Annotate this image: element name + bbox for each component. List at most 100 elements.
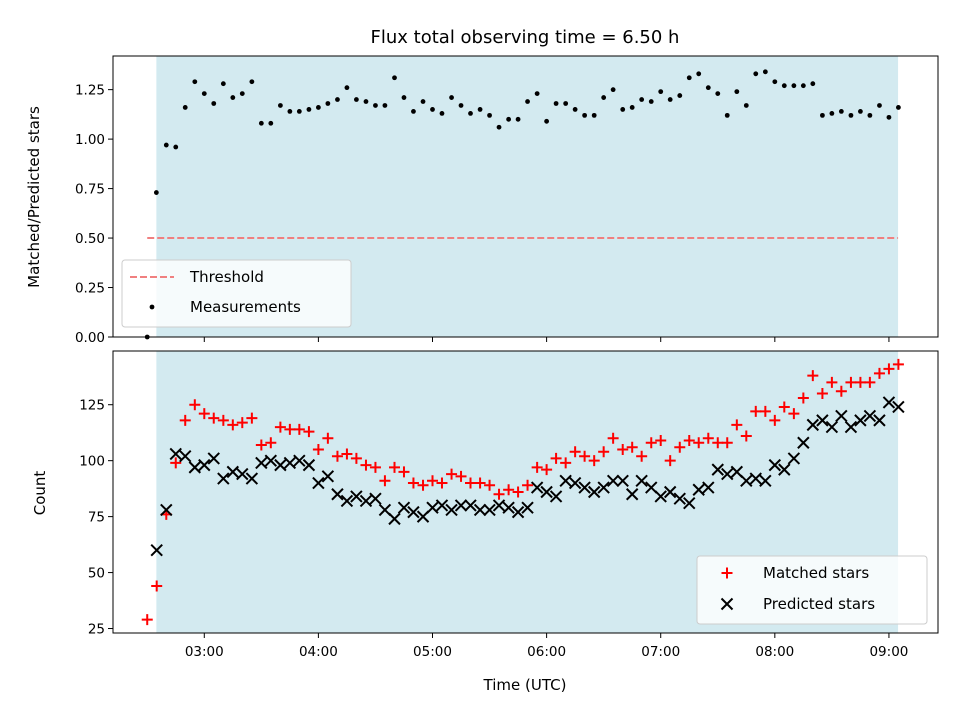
matched-star-point xyxy=(617,443,629,455)
predicted-star-point xyxy=(245,472,259,485)
matched-star-point xyxy=(816,388,828,400)
matched-star-point xyxy=(407,477,419,489)
matched-star-point xyxy=(455,470,467,482)
matched-star-point xyxy=(683,435,695,447)
predicted-legend-label: Predicted stars xyxy=(763,595,875,613)
measurement-point xyxy=(439,110,445,116)
predicted-star-point xyxy=(768,458,782,472)
matched-star-point xyxy=(360,459,372,471)
matched-star-point xyxy=(369,461,381,473)
predicted-star-point xyxy=(169,447,182,461)
matched-star-point xyxy=(740,430,752,442)
measurement-point xyxy=(648,99,654,104)
y-tick-label: 50 xyxy=(88,566,105,582)
matched-star-point xyxy=(750,405,762,417)
bottom-axes-frame xyxy=(112,350,939,634)
matched-star-point xyxy=(626,441,638,453)
measurement-point xyxy=(373,103,378,108)
matched-star-point xyxy=(807,370,819,382)
predicted-star-point xyxy=(454,499,468,512)
matched-star-point xyxy=(873,367,885,379)
matched-star-point xyxy=(217,414,229,426)
matched-star-point xyxy=(503,484,515,496)
measurement-point xyxy=(363,99,369,104)
matched-star-point xyxy=(189,399,201,411)
bottom-legend-box xyxy=(696,555,928,625)
matched-legend-label: Matched stars xyxy=(763,564,869,582)
predicted-star-point xyxy=(378,503,392,517)
matched-star-point xyxy=(607,432,619,444)
predicted-star-point xyxy=(540,485,553,499)
predicted-star-point xyxy=(806,418,820,432)
matched-star-point xyxy=(170,457,182,469)
matched-star-point xyxy=(522,479,534,491)
predicted-star-point xyxy=(778,463,791,476)
x-axis-label: Time (UTC) xyxy=(483,676,567,694)
predicted-star-point xyxy=(236,467,249,481)
predicted-star-point xyxy=(226,465,240,479)
predicted-star-point xyxy=(530,481,544,494)
x-tick-label: 05:00 xyxy=(413,644,452,660)
bottom-legend: Matched stars Predicted stars xyxy=(696,555,928,625)
predicted-star-point xyxy=(397,501,411,514)
measurement-point xyxy=(287,109,293,114)
measurement-point xyxy=(477,107,483,112)
predicted-star-point xyxy=(873,414,886,427)
measurement-point xyxy=(249,79,255,85)
predicted-legend-marker xyxy=(720,597,734,611)
measurement-point xyxy=(211,101,217,106)
measurement-point xyxy=(239,91,245,96)
measurement-point xyxy=(762,69,768,75)
matched-star-point xyxy=(797,392,809,404)
measurement-point xyxy=(743,103,749,108)
matched-star-point xyxy=(208,412,220,424)
measurement-point xyxy=(639,97,645,102)
top-panel: 0.00 0.25 0.50 0.75 1.00 1.25 Flux total obse… xyxy=(25,27,939,346)
measurement-point xyxy=(896,105,901,110)
predicted-star-point xyxy=(369,492,382,505)
measurement-point xyxy=(572,107,578,112)
top-legend-box xyxy=(121,259,352,328)
matched-star-point xyxy=(284,423,296,435)
matched-star-point xyxy=(579,450,591,462)
measurement-point xyxy=(420,99,426,104)
matched-star-point xyxy=(427,475,439,487)
measurement-point xyxy=(544,118,550,124)
predicted-star-point xyxy=(702,481,715,494)
matched-star-point xyxy=(198,408,210,420)
measurement-point xyxy=(220,81,226,87)
matched-star-point xyxy=(550,452,562,464)
measurement-point xyxy=(848,112,854,118)
predicted-star-point xyxy=(198,458,211,472)
matched-star-point xyxy=(379,475,391,487)
predicted-star-point xyxy=(492,499,506,512)
matched-star-point xyxy=(303,426,315,438)
measurement-point xyxy=(677,93,683,98)
matched-star-point xyxy=(759,405,771,417)
predicted-star-point xyxy=(606,474,620,488)
predicted-star-point xyxy=(797,436,810,449)
predicted-star-point xyxy=(416,510,430,523)
predicted-star-point xyxy=(264,454,278,467)
predicted-star-point xyxy=(854,414,867,427)
predicted-star-point xyxy=(692,483,705,496)
predicted-star-point xyxy=(217,472,230,485)
measurement-point xyxy=(277,103,283,108)
predicted-star-point xyxy=(188,461,202,474)
matched-star-point xyxy=(864,376,876,388)
matched-star-point xyxy=(826,376,838,388)
predicted-star-point xyxy=(321,470,335,483)
top-legend: Threshold Measurements xyxy=(121,259,352,328)
predicted-star-point xyxy=(407,505,420,519)
measurement-point xyxy=(886,114,892,120)
matched-star-point xyxy=(398,466,410,478)
predicted-star-point xyxy=(597,481,610,494)
measurement-point xyxy=(525,99,530,104)
x-tick-label: 03:00 xyxy=(185,644,224,660)
matched-star-point xyxy=(788,408,800,420)
predicted-star-point xyxy=(426,501,439,514)
matched-star-point xyxy=(636,450,648,462)
matched-star-point xyxy=(312,443,324,455)
y-tick-label: 0.50 xyxy=(75,231,105,247)
matched-star-point xyxy=(569,446,581,458)
